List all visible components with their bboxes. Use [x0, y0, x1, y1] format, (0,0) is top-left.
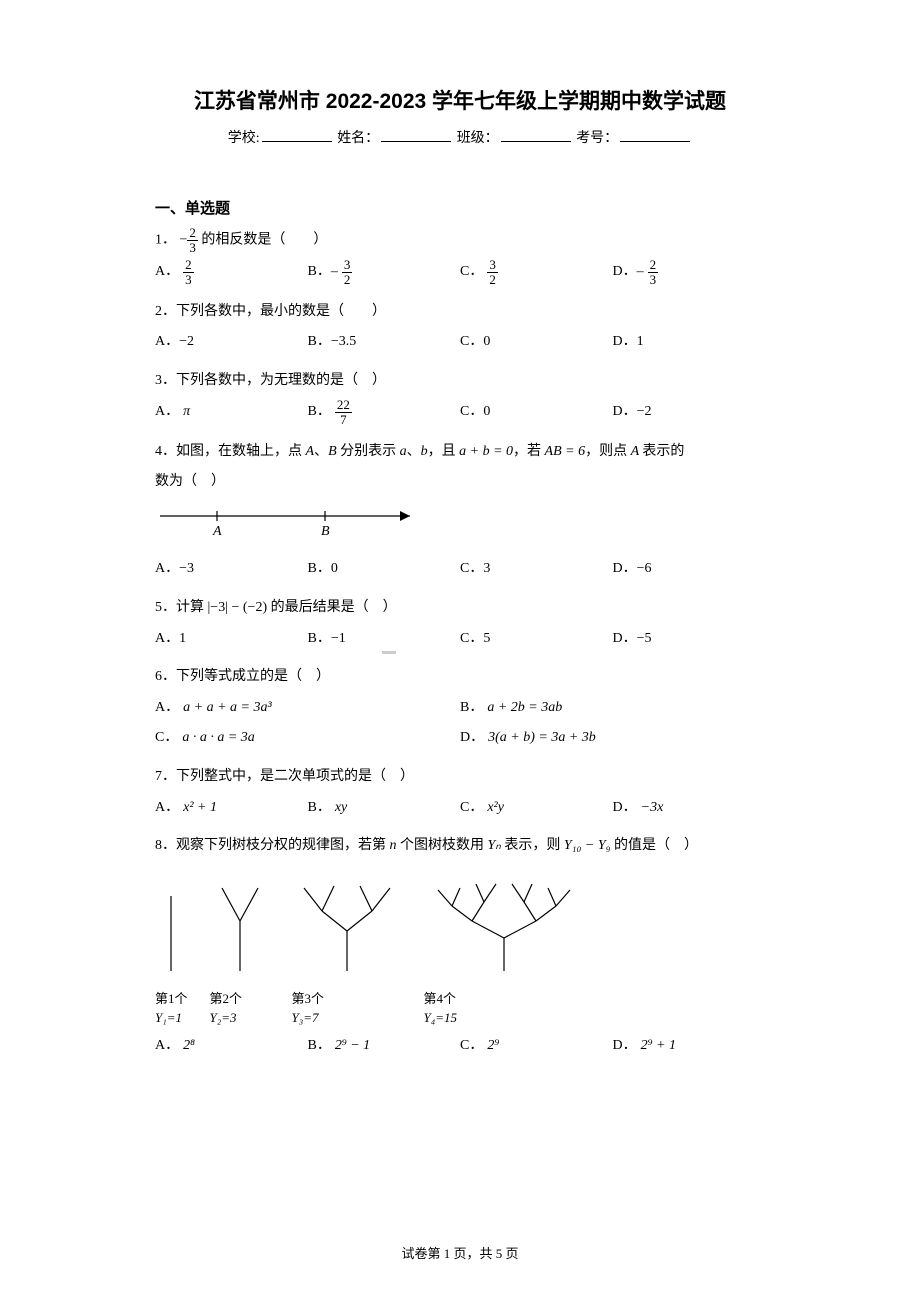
number-line: A B: [155, 504, 765, 549]
q6-opt-b[interactable]: B． a + 2b = 3ab: [460, 695, 765, 722]
watermark: [382, 651, 396, 654]
q1-rest: 的相反数是（ ）: [201, 232, 327, 247]
q1-opt-d[interactable]: D．– 23: [613, 258, 766, 286]
q2-opt-c[interactable]: C．0: [460, 329, 613, 356]
q5-opt-b[interactable]: B．−1: [308, 626, 461, 653]
examno-blank: [620, 141, 690, 142]
q3-opt-b[interactable]: B．227: [308, 398, 461, 426]
section-header: 一、单选题: [155, 197, 765, 218]
q5-opt-a[interactable]: A．1: [155, 626, 308, 653]
q4-opt-d[interactable]: D．−6: [613, 556, 766, 583]
question-2: 2．下列各数中，最小的数是（ ） A．−2 B．−3.5 C．0 D．1: [155, 299, 765, 360]
q4-opt-b[interactable]: B．0: [308, 556, 461, 583]
question-1: 1． −23 的相反数是（ ） A．23 B．– 32 C．32 D．– 23: [155, 226, 765, 291]
q7-opt-a[interactable]: A． x² + 1: [155, 795, 308, 822]
q6-opt-d[interactable]: D． 3(a + b) = 3a + 3b: [460, 725, 765, 752]
q7-opt-c[interactable]: C． x²y: [460, 795, 613, 822]
q1-opt-c[interactable]: C．32: [460, 258, 613, 286]
page-footer: 试卷第 1 页，共 5 页: [0, 1243, 920, 1262]
q7-opt-d[interactable]: D． −3x: [613, 795, 766, 822]
q3-opt-a[interactable]: A． π: [155, 398, 308, 426]
q8-opt-b[interactable]: B． 2⁹ − 1: [308, 1033, 461, 1060]
svg-text:B: B: [321, 524, 330, 538]
svg-text:A: A: [212, 524, 222, 538]
q4-opt-a[interactable]: A．−3: [155, 556, 308, 583]
question-6: 6．下列等式成立的是（ ） A． a + a + a = 3a³ B． a + …: [155, 664, 765, 756]
q1-num: 1．: [155, 232, 176, 247]
q2-opt-a[interactable]: A．−2: [155, 329, 308, 356]
q5-opt-d[interactable]: D．−5: [613, 626, 766, 653]
info-line: 学校: 姓名： 班级： 考号：: [155, 127, 765, 147]
name-label: 姓名：: [337, 131, 379, 146]
question-8: 8．观察下列树枝分权的规律图，若第 n 个图树枝数用 Yₙ 表示，则 Y₁₀ −…: [155, 833, 765, 1063]
q6-opt-a[interactable]: A． a + a + a = 3a³: [155, 695, 460, 722]
q8-opt-c[interactable]: C． 2⁹: [460, 1033, 613, 1060]
q3-opt-c[interactable]: C．0: [460, 398, 613, 426]
q1-neg: −: [180, 232, 188, 247]
q3-opt-d[interactable]: D．−2: [613, 398, 766, 426]
page-title: 江苏省常州市 2022-2023 学年七年级上学期期中数学试题: [155, 85, 765, 115]
q6-opt-c[interactable]: C． a · a · a = 3a: [155, 725, 460, 752]
q8-opt-d[interactable]: D． 2⁹ + 1: [613, 1033, 766, 1060]
examno-label: 考号：: [576, 131, 618, 146]
q8-opt-a[interactable]: A． 2⁸: [155, 1033, 308, 1060]
question-7: 7．下列整式中，是二次单项式的是（ ） A． x² + 1 B． xy C． x…: [155, 764, 765, 825]
q2-opt-d[interactable]: D．1: [613, 329, 766, 356]
tree-diagrams: 第1个Y₁=1 第2个Y₂=3 第3个Y₃=7: [155, 876, 765, 1027]
school-blank: [262, 141, 332, 142]
question-4: 4．如图，在数轴上，点 A、B 分别表示 a、b，且 a + b = 0，若 A…: [155, 439, 765, 587]
q2-opt-b[interactable]: B．−3.5: [308, 329, 461, 356]
q4-opt-c[interactable]: C．3: [460, 556, 613, 583]
question-5: 5．计算 |−3| − (−2) 的最后结果是（ ） A．1 B．−1 C．5 …: [155, 595, 765, 656]
q5-opt-c[interactable]: C．5: [460, 626, 613, 653]
q1-opt-b[interactable]: B．– 32: [308, 258, 461, 286]
q1-opt-a[interactable]: A．23: [155, 258, 308, 286]
class-label: 班级：: [457, 131, 499, 146]
class-blank: [501, 141, 571, 142]
name-blank: [381, 141, 451, 142]
school-label: 学校:: [228, 131, 260, 146]
q7-opt-b[interactable]: B． xy: [308, 795, 461, 822]
question-3: 3．下列各数中，为无理数的是（ ） A． π B．227 C．0 D．−2: [155, 368, 765, 431]
